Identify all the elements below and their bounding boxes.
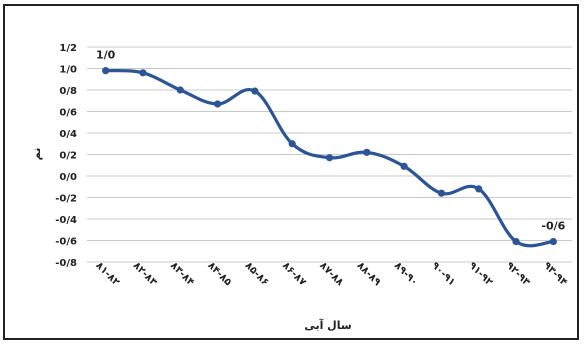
y-tick-label: -0/8 <box>55 258 77 269</box>
series-points <box>102 67 557 246</box>
x-tick-label: ۸۸-۸۹ <box>355 260 383 288</box>
x-tick-label: ۸۱-۸۲ <box>93 260 121 288</box>
y-tick-label: 0/0 <box>59 172 77 183</box>
data-point <box>176 86 184 94</box>
x-tick-label: ۸۶-۸۷ <box>280 260 308 288</box>
y-tick-label: 0/4 <box>59 129 77 140</box>
data-point <box>400 162 408 170</box>
data-point <box>512 237 520 246</box>
x-tick-label: ۸۴-۸۵ <box>205 260 233 288</box>
data-point <box>139 69 147 77</box>
x-tick-label: ۸۵-۸۶ <box>243 260 271 288</box>
y-tick-label: 0/8 <box>59 86 77 97</box>
x-tick-label: ۸۹-۹۰ <box>392 260 420 288</box>
x-tick-label: ۸۳-۸۴ <box>168 260 196 288</box>
data-point <box>475 185 483 193</box>
x-tick-label: ۸۲-۸۳ <box>131 260 159 288</box>
data-label: -0/6 <box>541 220 565 233</box>
data-point <box>325 154 334 162</box>
y-tick-label: 1/2 <box>59 43 77 54</box>
data-point <box>251 87 259 95</box>
data-point <box>549 237 557 246</box>
x-axis-ticks: ۸۱-۸۲ ۸۲-۸۳ ۸۳-۸۴ ۸۴-۸۵ ۸۵-۸۶ ۸۶-۸۷ ۸۷-۸۸ ۸۸-۸۹… <box>93 260 569 288</box>
data-point <box>288 140 296 148</box>
data-labels: 1/0 -0/6 <box>96 49 566 233</box>
x-tick-label: ۹۳-۹۴ <box>541 260 569 288</box>
data-point <box>363 148 371 156</box>
data-point <box>213 100 222 108</box>
x-axis-title: سال آبی <box>304 318 351 332</box>
x-tick-label: ۹۲-۹۳ <box>504 260 532 288</box>
y-axis-ticks: 1/2 1/0 0/8 0/6 0/4 0/2 0/0 -0/2 -0/4 -0/6 -0/8 <box>55 43 77 269</box>
y-tick-label: 0/6 <box>59 108 77 119</box>
x-tick-label: ۹۱-۹۲ <box>467 260 495 288</box>
chart-frame <box>3 4 579 340</box>
y-axis-title: نم <box>30 148 43 161</box>
y-tick-label: -0/4 <box>55 215 77 226</box>
data-point <box>437 189 446 197</box>
y-tick-label: 1/0 <box>59 65 77 76</box>
y-tick-label: -0/6 <box>55 237 77 248</box>
x-tick-label: ۹۰-۹۱ <box>429 260 457 288</box>
x-tick-label: ۸۷-۸۸ <box>317 260 345 288</box>
data-label: 1/0 <box>96 49 116 62</box>
gridlines <box>87 46 572 263</box>
data-point <box>102 67 110 75</box>
y-tick-label: -0/2 <box>55 194 77 205</box>
y-tick-label: 0/2 <box>59 151 77 162</box>
